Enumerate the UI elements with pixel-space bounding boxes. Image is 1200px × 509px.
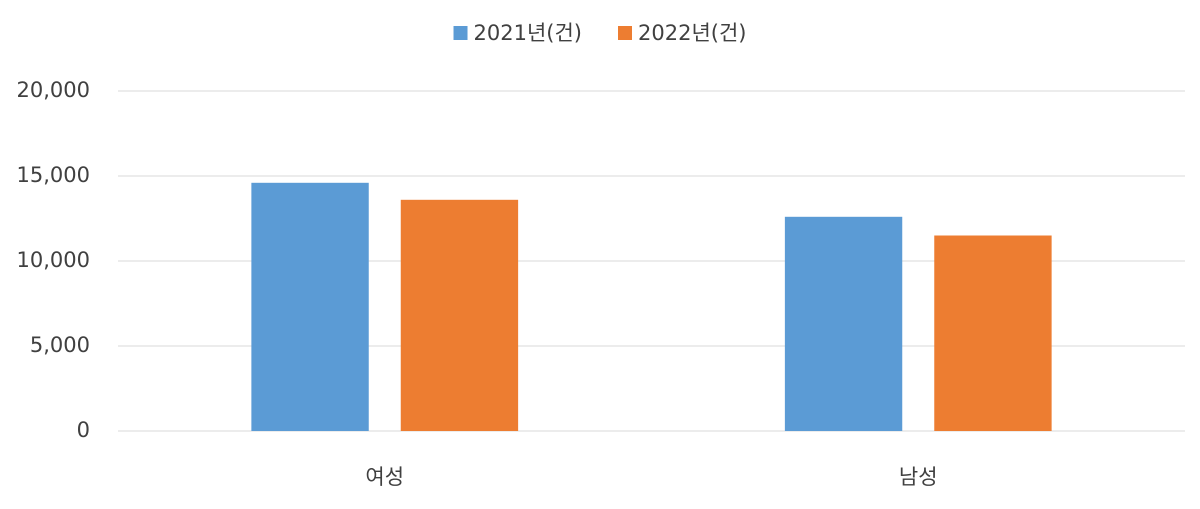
bar (934, 235, 1052, 431)
x-tick-label: 여성 (365, 465, 404, 489)
legend-label: 2021년(건) (474, 21, 582, 45)
y-tick-label: 15,000 (17, 163, 90, 187)
bar (784, 216, 903, 431)
legend-swatch (618, 26, 632, 40)
legend-label: 2022년(건) (638, 21, 746, 45)
legend-swatch (453, 26, 468, 40)
y-tick-label: 0 (77, 418, 90, 442)
bar (251, 182, 369, 431)
y-tick-label: 20,000 (17, 78, 90, 102)
bar (400, 199, 519, 431)
y-tick-label: 10,000 (17, 248, 90, 272)
y-tick-label: 5,000 (30, 333, 90, 357)
x-tick-label: 남성 (899, 465, 938, 489)
